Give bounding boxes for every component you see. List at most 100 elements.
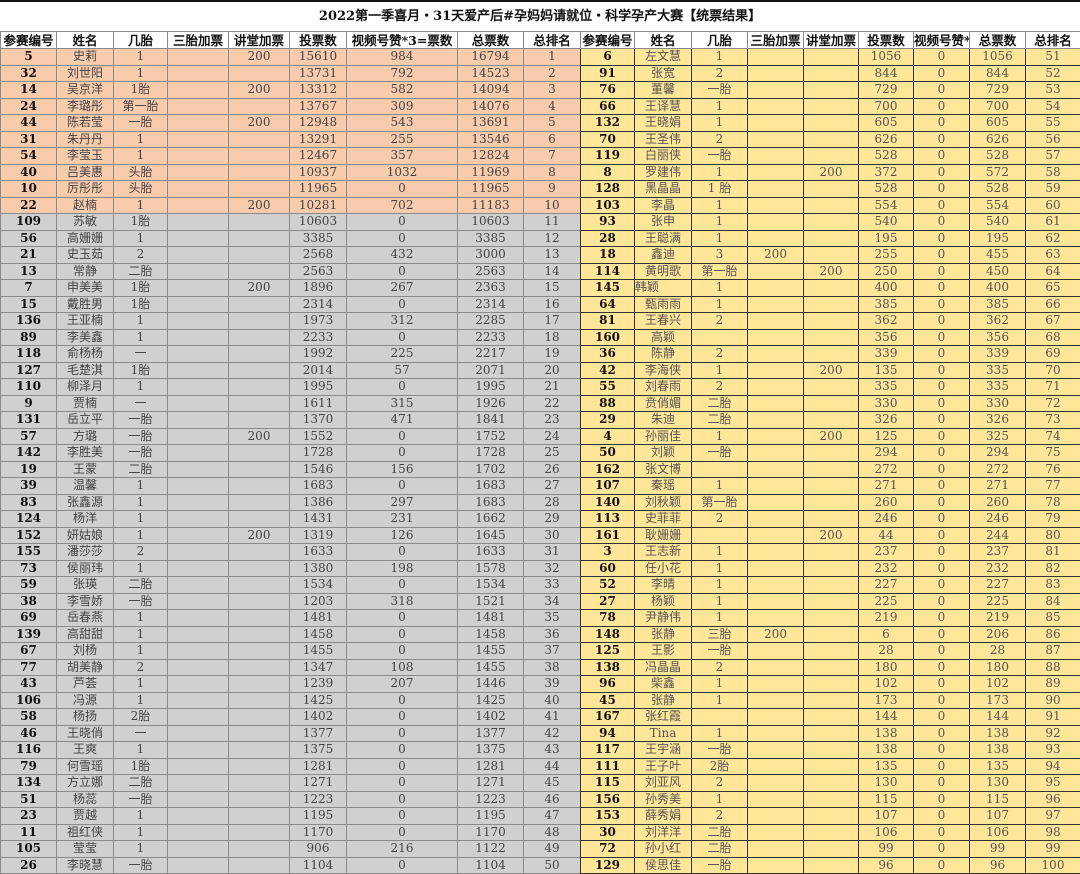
cell-name[interactable]: 高颖: [635, 329, 692, 346]
cell-overall-rank[interactable]: 45: [524, 775, 581, 792]
cell-video-likes-votes[interactable]: 0: [347, 725, 458, 742]
cell-lecture-bonus[interactable]: [229, 329, 290, 346]
cell-overall-rank[interactable]: 57: [1026, 148, 1080, 165]
cell-third-child-bonus[interactable]: [748, 445, 804, 462]
cell-name[interactable]: 张文博: [635, 461, 692, 478]
cell-name[interactable]: 冯源: [57, 692, 114, 709]
cell-total-votes[interactable]: 260: [970, 494, 1026, 511]
cell-lecture-bonus[interactable]: [804, 461, 859, 478]
cell-total-votes[interactable]: 330: [970, 395, 1026, 412]
cell-entry-id[interactable]: 136: [1, 313, 57, 330]
cell-video-likes-votes[interactable]: 0: [914, 65, 970, 82]
cell-votes[interactable]: 227: [859, 577, 914, 594]
cell-third-child-bonus[interactable]: [168, 280, 229, 297]
cell-overall-rank[interactable]: 80: [1026, 527, 1080, 544]
cell-overall-rank[interactable]: 48: [524, 824, 581, 841]
cell-child-order[interactable]: 1: [692, 610, 748, 627]
cell-entry-id[interactable]: 132: [581, 115, 635, 132]
cell-name[interactable]: 侯丽玮: [57, 560, 114, 577]
cell-votes[interactable]: 294: [859, 445, 914, 462]
cell-overall-rank[interactable]: 41: [524, 709, 581, 726]
cell-lecture-bonus[interactable]: [229, 775, 290, 792]
cell-third-child-bonus[interactable]: [748, 395, 804, 412]
cell-lecture-bonus[interactable]: [229, 98, 290, 115]
cell-overall-rank[interactable]: 96: [1026, 791, 1080, 808]
cell-overall-rank[interactable]: 87: [1026, 643, 1080, 660]
cell-child-order[interactable]: 一胎: [114, 857, 168, 874]
cell-total-votes[interactable]: 102: [970, 676, 1026, 693]
cell-third-child-bonus[interactable]: [168, 313, 229, 330]
cell-lecture-bonus[interactable]: 200: [229, 49, 290, 66]
cell-video-likes-votes[interactable]: 0: [914, 742, 970, 759]
cell-child-order[interactable]: 1: [692, 560, 748, 577]
cell-total-votes[interactable]: 455: [970, 247, 1026, 264]
cell-lecture-bonus[interactable]: 200: [804, 164, 859, 181]
cell-overall-rank[interactable]: 38: [524, 659, 581, 676]
cell-overall-rank[interactable]: 43: [524, 742, 581, 759]
cell-third-child-bonus[interactable]: [168, 263, 229, 280]
cell-child-order[interactable]: 一胎: [692, 148, 748, 165]
cell-child-order[interactable]: 2: [114, 544, 168, 561]
cell-entry-id[interactable]: 54: [1, 148, 57, 165]
cell-total-votes[interactable]: 1455: [458, 659, 524, 676]
cell-child-order[interactable]: 1: [692, 98, 748, 115]
cell-votes[interactable]: 130: [859, 775, 914, 792]
cell-votes[interactable]: 11965: [290, 181, 347, 198]
cell-video-likes-votes[interactable]: 702: [347, 197, 458, 214]
cell-name[interactable]: 鑫迪: [635, 247, 692, 264]
cell-third-child-bonus[interactable]: [168, 676, 229, 693]
cell-entry-id[interactable]: 27: [581, 593, 635, 610]
cell-total-votes[interactable]: 1223: [458, 791, 524, 808]
cell-overall-rank[interactable]: 70: [1026, 362, 1080, 379]
cell-overall-rank[interactable]: 66: [1026, 296, 1080, 313]
cell-child-order[interactable]: 1: [114, 626, 168, 643]
cell-entry-id[interactable]: 77: [1, 659, 57, 676]
cell-video-likes-votes[interactable]: 0: [914, 676, 970, 693]
cell-total-votes[interactable]: 130: [970, 775, 1026, 792]
cell-votes[interactable]: 13312: [290, 82, 347, 99]
cell-third-child-bonus[interactable]: [748, 808, 804, 825]
cell-overall-rank[interactable]: 47: [524, 808, 581, 825]
cell-overall-rank[interactable]: 17: [524, 313, 581, 330]
cell-name[interactable]: 朱丹丹: [57, 131, 114, 148]
cell-name[interactable]: 张宽: [635, 65, 692, 82]
cell-name[interactable]: 赵楠: [57, 197, 114, 214]
cell-name[interactable]: 妍姑娘: [57, 527, 114, 544]
cell-entry-id[interactable]: 109: [1, 214, 57, 231]
cell-votes[interactable]: 6: [859, 626, 914, 643]
cell-entry-id[interactable]: 38: [1, 593, 57, 610]
cell-total-votes[interactable]: 1377: [458, 725, 524, 742]
cell-votes[interactable]: 1239: [290, 676, 347, 693]
cell-third-child-bonus[interactable]: [168, 626, 229, 643]
cell-third-child-bonus[interactable]: [168, 824, 229, 841]
cell-lecture-bonus[interactable]: [804, 329, 859, 346]
cell-name[interactable]: 刘颖: [635, 445, 692, 462]
cell-child-order[interactable]: 二胎: [692, 395, 748, 412]
cell-child-order[interactable]: 1胎: [114, 280, 168, 297]
cell-child-order[interactable]: 1: [114, 379, 168, 396]
cell-votes[interactable]: 3385: [290, 230, 347, 247]
cell-third-child-bonus[interactable]: [168, 758, 229, 775]
cell-total-votes[interactable]: 2363: [458, 280, 524, 297]
cell-third-child-bonus[interactable]: [748, 313, 804, 330]
cell-name[interactable]: Tina: [635, 725, 692, 742]
cell-lecture-bonus[interactable]: 200: [229, 280, 290, 297]
cell-lecture-bonus[interactable]: [804, 593, 859, 610]
cell-lecture-bonus[interactable]: [804, 659, 859, 676]
cell-total-votes[interactable]: 1728: [458, 445, 524, 462]
cell-child-order[interactable]: 二胎: [692, 824, 748, 841]
cell-video-likes-votes[interactable]: 255: [347, 131, 458, 148]
cell-votes[interactable]: 1370: [290, 412, 347, 429]
cell-total-votes[interactable]: 227: [970, 577, 1026, 594]
cell-child-order[interactable]: 一: [114, 725, 168, 742]
cell-total-votes[interactable]: 244: [970, 527, 1026, 544]
cell-votes[interactable]: 626: [859, 131, 914, 148]
cell-name[interactable]: 张鑫源: [57, 494, 114, 511]
cell-video-likes-votes[interactable]: 543: [347, 115, 458, 132]
cell-lecture-bonus[interactable]: [804, 626, 859, 643]
cell-overall-rank[interactable]: 35: [524, 610, 581, 627]
cell-name[interactable]: 贾楠: [57, 395, 114, 412]
cell-lecture-bonus[interactable]: [804, 478, 859, 495]
cell-name[interactable]: 史玉茹: [57, 247, 114, 264]
cell-lecture-bonus[interactable]: [804, 214, 859, 231]
